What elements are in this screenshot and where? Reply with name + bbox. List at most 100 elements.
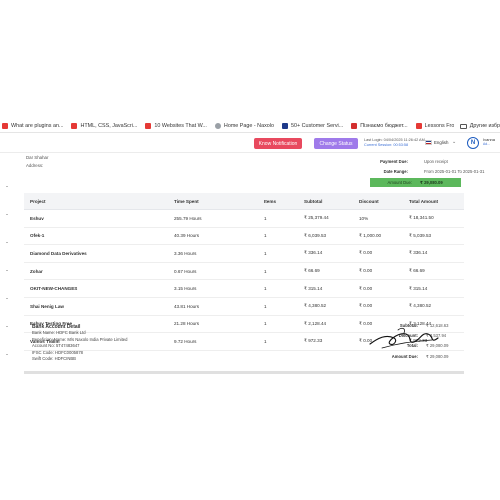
- section-divider: [24, 371, 464, 374]
- last-login-text: Last Login: 04/04/2025 11:26:42 AM: [364, 138, 425, 142]
- user-role: Ad...: [483, 142, 490, 146]
- youtube-icon: [415, 122, 422, 129]
- cell-items: 1: [264, 338, 267, 344]
- cell-total: ₹ 315.14: [409, 285, 428, 291]
- bookmark-label: What are plugins an...: [11, 122, 64, 129]
- language-selector[interactable]: English: [434, 140, 449, 145]
- payment-due-label: Payment Due:: [380, 159, 408, 164]
- cell-time-spent: 3.15 Hours: [174, 286, 197, 292]
- header-total-amount: Total Amount: [409, 198, 439, 204]
- bookmark-label: 50+ Customer Servi...: [290, 122, 344, 129]
- change-status-button[interactable]: Change Status: [314, 138, 358, 149]
- cell-time-spent: 3.36 Hours: [174, 250, 197, 256]
- bookmark-item[interactable]: Home Page - Naxolo: [214, 122, 274, 129]
- table-row: Eshuv Testing Free 21.28 Hours 1 ₹ 2,128…: [24, 316, 464, 334]
- bookmark-item[interactable]: 10 Websites That W...: [145, 122, 207, 129]
- current-session-text: Current Session: 00:53:58: [364, 143, 409, 147]
- chevron-down-icon[interactable]: ⌄: [452, 139, 457, 145]
- cell-discount: ₹ 0.00: [359, 250, 373, 256]
- cell-items: 1: [264, 268, 267, 274]
- cell-time-spent: 9.72 Hours: [174, 338, 197, 344]
- summary-amount-due-value: ₹ 29,080.09: [426, 354, 449, 359]
- bookmark-item[interactable]: HTML, CSS, JavaScri...: [71, 122, 138, 129]
- bank-name: Bank Name: HDFC Bank Ltd: [32, 330, 86, 336]
- cell-discount: ₹ 0.00: [359, 338, 373, 344]
- bank-account-detail: Bank Account Detail Bank Name: HDFC Bank…: [32, 324, 127, 362]
- header-project: Project: [30, 198, 46, 204]
- cell-project: Shai Nenig Law: [30, 303, 64, 309]
- cell-subtotal: ₹ 25,379.44: [304, 215, 329, 221]
- cell-items: 1: [264, 233, 267, 239]
- globe-icon: [214, 122, 221, 129]
- brand-logo[interactable]: N: [467, 137, 479, 149]
- cell-total: ₹ 66.69: [409, 268, 425, 274]
- gutter-marker: [6, 270, 8, 271]
- table-header: Project Time Spent Items Subtotal Discou…: [24, 193, 464, 210]
- cell-discount: ₹ 0.00: [359, 285, 373, 291]
- bookmark-label: 10 Websites That W...: [154, 122, 207, 129]
- bookmark-label: HTML, CSS, JavaScri...: [80, 122, 138, 129]
- folder-icon: [459, 123, 467, 129]
- gutter-marker: [6, 242, 8, 243]
- date-range-label: Date Range:: [383, 169, 408, 174]
- summary-total-label: Total:: [406, 343, 418, 348]
- cell-subtotal: ₹ 4,380.52: [304, 303, 327, 309]
- bank-detail-title: Bank Account Detail: [32, 324, 81, 330]
- summary-discount-value: ₹ 3,537.94: [426, 333, 447, 338]
- gutter-marker: [6, 354, 8, 355]
- header-subtotal: Subtotal: [304, 198, 323, 204]
- cell-project: Eshuv: [30, 215, 44, 221]
- youtube-icon: [71, 122, 78, 129]
- table-row: Shai Nenig Law 43.81 Hours 1 ₹ 4,380.52 …: [24, 298, 464, 316]
- cell-items: 1: [264, 250, 267, 256]
- swift-code: Swift Code: HDFCINBB: [32, 356, 76, 362]
- youtube-icon: [145, 122, 152, 129]
- bookmark-label: Home Page - Naxolo: [223, 122, 274, 129]
- other-bookmarks-label: Другие избр: [469, 123, 500, 129]
- bookmark-favicon-icon: [2, 122, 8, 129]
- cell-subtotal: ₹ 972.33: [304, 338, 323, 344]
- cell-subtotal: ₹ 66.69: [304, 268, 320, 274]
- cell-project: Vamos Tiulim: [30, 338, 60, 344]
- user-name[interactable]: Ivanna: [483, 137, 496, 142]
- cell-total: ₹ 5,039.53: [409, 232, 432, 238]
- bookmark-item[interactable]: Lessons From Histor...: [415, 122, 479, 129]
- table-row: Ofek-1 40.39 Hours 1 ₹ 6,039.53 ₹ 1,000.…: [24, 228, 464, 246]
- app-header: Know Notification Change Status Last Log…: [0, 134, 500, 153]
- login-info: Last Login: 04/04/2025 11:26:42 AM Curre…: [364, 138, 425, 148]
- gutter-marker: [6, 214, 8, 215]
- bookmark-favicon-icon: [281, 122, 288, 129]
- cell-time-spent: 21.28 Hours: [174, 321, 200, 327]
- payment-due-value: Upon receipt: [424, 159, 448, 164]
- flag-icon: [425, 140, 432, 145]
- header-time-spent: Time Spent: [174, 198, 199, 204]
- cell-project: OKIT-NEW-CHANGES: [30, 286, 78, 292]
- cell-time-spent: 255.79 Hours: [174, 215, 202, 221]
- cell-discount: ₹ 0.00: [359, 268, 373, 274]
- cell-project: Zohar: [30, 268, 43, 274]
- cell-items: 1: [264, 303, 267, 309]
- client-address-label: Address:: [26, 163, 44, 168]
- cell-total: ₹ 4,380.52: [409, 303, 432, 309]
- other-bookmarks[interactable]: Другие избр: [453, 119, 500, 132]
- bookmark-item[interactable]: What are plugins an...: [2, 122, 64, 129]
- cell-project: Ofek-1: [30, 233, 45, 239]
- beneficiary-name: Beneficiary Name: M/s Naxolo India Priva…: [32, 336, 128, 342]
- summary-subtotal-label: Subtotal:: [399, 323, 418, 328]
- header-discount: Discount: [359, 198, 379, 204]
- table-row: OKIT-NEW-CHANGES 3.15 Hours 1 ₹ 315.14 ₹…: [24, 280, 464, 298]
- cell-discount: ₹ 0.00: [359, 320, 373, 326]
- cell-subtotal: ₹ 336.14: [304, 250, 323, 256]
- cell-items: 1: [264, 321, 267, 327]
- cell-discount: 10%: [359, 215, 369, 221]
- cell-items: 1: [264, 215, 267, 221]
- cell-total: ₹ 336.14: [409, 250, 428, 256]
- header-items: Items: [264, 198, 277, 204]
- bookmark-item[interactable]: 50+ Customer Servi...: [281, 122, 344, 129]
- know-notification-button[interactable]: Know Notification: [254, 138, 302, 149]
- summary-total-value: ₹ 29,080.09: [426, 343, 449, 348]
- bookmark-favicon-icon: [351, 122, 358, 129]
- cell-discount: ₹ 0.00: [359, 303, 373, 309]
- bookmark-item[interactable]: Пізнаємо бюджет...: [351, 122, 408, 129]
- invoice-table: Project Time Spent Items Subtotal Discou…: [24, 193, 464, 351]
